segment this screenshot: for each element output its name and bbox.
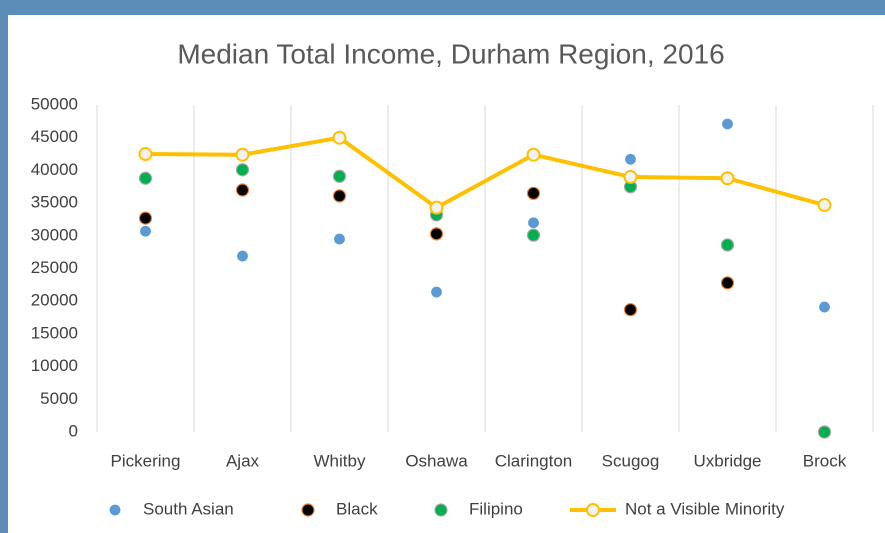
y-tick-label: 15000 — [31, 323, 78, 342]
legend-label: Filipino — [469, 499, 523, 518]
line-marker — [332, 130, 347, 145]
series-line — [145, 135, 826, 210]
scatter-point — [526, 216, 541, 230]
legend-label: South Asian — [143, 499, 234, 518]
line-marker — [720, 171, 735, 186]
x-tick-label: Uxbridge — [693, 451, 761, 470]
scatter-point — [235, 249, 250, 263]
scatter-point — [138, 224, 153, 238]
line-marker — [623, 169, 638, 184]
line-marker — [817, 198, 832, 213]
x-tick-label: Oshawa — [405, 451, 468, 470]
y-tick-label: 25000 — [31, 258, 78, 277]
x-tick-label: Scugog — [602, 451, 660, 470]
y-tick-label: 10000 — [31, 356, 78, 375]
x-tick-label: Ajax — [226, 451, 260, 470]
x-tick-label: Whitby — [314, 451, 366, 470]
legend-swatch — [586, 503, 600, 517]
plot-panel — [8, 15, 885, 533]
legend-label: Not a Visible Minority — [625, 499, 785, 518]
line-marker — [235, 147, 250, 162]
x-tick-label: Brock — [803, 451, 847, 470]
scatter-point — [332, 169, 347, 183]
line-marker — [526, 147, 541, 162]
scatter-point — [526, 228, 541, 242]
y-tick-label: 40000 — [31, 160, 78, 179]
scatter-point — [817, 425, 832, 439]
scatter-point — [429, 227, 444, 241]
y-tick-label: 30000 — [31, 225, 78, 244]
legend-swatch — [108, 503, 122, 517]
legend-label: Black — [336, 499, 378, 518]
scatter-point — [235, 163, 250, 177]
y-tick-label: 0 — [69, 421, 78, 440]
scatter-point — [332, 232, 347, 246]
scatter-point — [332, 189, 347, 203]
scatter-point — [235, 183, 250, 197]
x-tick-label: Clarington — [495, 451, 573, 470]
scatter-point — [623, 152, 638, 166]
scatter-point — [817, 300, 832, 314]
y-tick-label: 50000 — [31, 94, 78, 113]
scatter-point — [138, 171, 153, 185]
scatter-point — [623, 303, 638, 317]
scatter-point — [720, 238, 735, 252]
y-tick-label: 5000 — [40, 389, 78, 408]
scatter-point — [138, 211, 153, 225]
legend-swatch — [301, 503, 315, 517]
y-tick-label: 20000 — [31, 291, 78, 310]
y-tick-label: 35000 — [31, 193, 78, 212]
legend-swatch — [434, 503, 448, 517]
chart-title: Median Total Income, Durham Region, 2016 — [177, 38, 724, 69]
y-tick-label: 45000 — [31, 127, 78, 146]
line-marker — [429, 200, 444, 215]
scatter-point — [720, 117, 735, 131]
x-tick-label: Pickering — [111, 451, 181, 470]
scatter-point — [526, 186, 541, 200]
scatter-point — [429, 285, 444, 299]
line-marker — [138, 147, 153, 162]
scatter-point — [720, 276, 735, 290]
